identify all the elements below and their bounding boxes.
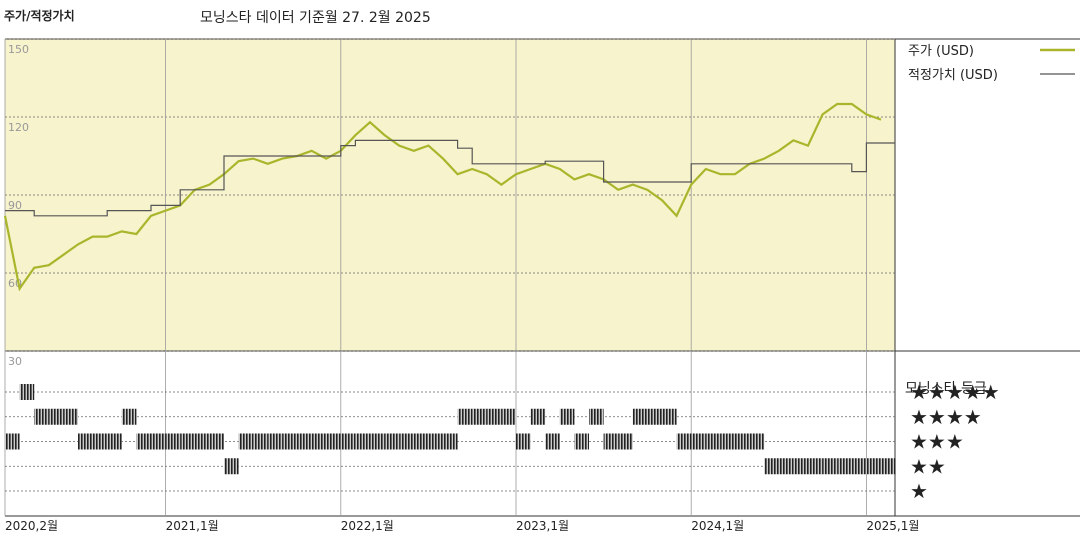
rating-bar xyxy=(618,433,633,450)
y-tick-label: 90 xyxy=(8,199,22,212)
rating-label: ★★★ xyxy=(910,430,964,454)
rating-bar xyxy=(355,433,370,450)
rating-bar xyxy=(34,408,49,425)
rating-bar xyxy=(647,408,662,425)
rating-bar xyxy=(413,433,429,450)
legend-label: 주가 (USD) xyxy=(908,44,974,59)
rating-bar xyxy=(370,433,385,450)
rating-bar xyxy=(764,458,779,475)
rating-bar xyxy=(735,433,750,450)
rating-label: ★★★★★ xyxy=(910,380,1000,404)
header: 주가/적정가치 xyxy=(4,8,75,23)
rating-bar xyxy=(457,408,473,425)
y-tick-label: 30 xyxy=(8,355,22,368)
rating-bar xyxy=(676,433,692,450)
rating-bar xyxy=(603,433,619,450)
rating-bar xyxy=(574,433,589,450)
rating-bar xyxy=(78,433,93,450)
x-tick-label: 2020,2월 xyxy=(5,519,58,533)
rating-label: ★★ xyxy=(910,454,946,478)
rating-bar xyxy=(282,433,297,450)
rating-bar xyxy=(720,433,735,450)
rating-bar xyxy=(851,458,867,475)
rating-bar xyxy=(516,433,531,450)
rating-bar xyxy=(180,433,195,450)
rating-bar xyxy=(530,408,546,425)
rating-bar xyxy=(662,408,677,425)
rating-bar xyxy=(545,433,560,450)
rating-bar xyxy=(384,433,400,450)
rating-bar xyxy=(749,433,765,450)
rating-bar xyxy=(63,408,78,425)
rating-bar xyxy=(297,433,312,450)
rating-bar xyxy=(501,408,516,425)
rating-bar xyxy=(443,433,458,450)
rating-bar xyxy=(194,433,210,450)
rating-bar xyxy=(253,433,268,450)
rating-label: ★ xyxy=(910,479,928,503)
x-tick-label: 2023,1월 xyxy=(516,519,569,533)
rating-bar xyxy=(691,433,706,450)
rating-bar xyxy=(837,458,852,475)
y-tick-label: 120 xyxy=(8,121,29,134)
rating-bar xyxy=(340,433,356,450)
rating-bar xyxy=(808,458,823,475)
rating-label: ★★★★ xyxy=(910,405,982,429)
rating-bar xyxy=(428,433,443,450)
rating-bar xyxy=(311,433,327,450)
x-tick-label: 2024,1월 xyxy=(691,519,744,533)
rating-bar xyxy=(267,433,283,450)
rating-bar xyxy=(48,408,64,425)
rating-bar xyxy=(19,384,35,400)
rating-bar xyxy=(121,408,137,425)
series-line xyxy=(5,139,896,217)
rating-bar xyxy=(209,433,224,450)
ratings-title: 모닝스타 등급 xyxy=(905,381,987,397)
rating-bar xyxy=(107,433,122,450)
x-tick-label: 2025,1월 xyxy=(866,519,919,533)
y-tick-label: 150 xyxy=(8,43,29,56)
rating-bar xyxy=(589,408,604,425)
rating-bar xyxy=(238,433,254,450)
rating-bar xyxy=(399,433,414,450)
rating-bar xyxy=(165,433,181,450)
rating-bar xyxy=(5,433,20,450)
rating-bar xyxy=(881,458,896,475)
x-tick-label: 2022,1월 xyxy=(341,519,394,533)
legend-label: 적정가치 (USD) xyxy=(908,68,998,83)
rating-bar xyxy=(486,408,502,425)
chart-title: 모닝스타 데이터 기준월 27. 2월 2025 xyxy=(200,10,431,26)
rating-bar xyxy=(793,458,808,475)
rating-bar xyxy=(224,458,239,475)
x-tick-label: 2021,1월 xyxy=(166,519,219,533)
rating-bar xyxy=(822,458,838,475)
rating-bar xyxy=(559,408,575,425)
series-line xyxy=(3,102,882,292)
rating-bar xyxy=(136,433,151,450)
rating-bar xyxy=(778,458,794,475)
rating-bar xyxy=(632,408,648,425)
rating-bar xyxy=(326,433,341,450)
rating-bar xyxy=(92,433,108,450)
rating-bar xyxy=(705,433,721,450)
rating-bar xyxy=(472,408,487,425)
rating-bar xyxy=(151,433,166,450)
rating-bar xyxy=(866,458,881,475)
